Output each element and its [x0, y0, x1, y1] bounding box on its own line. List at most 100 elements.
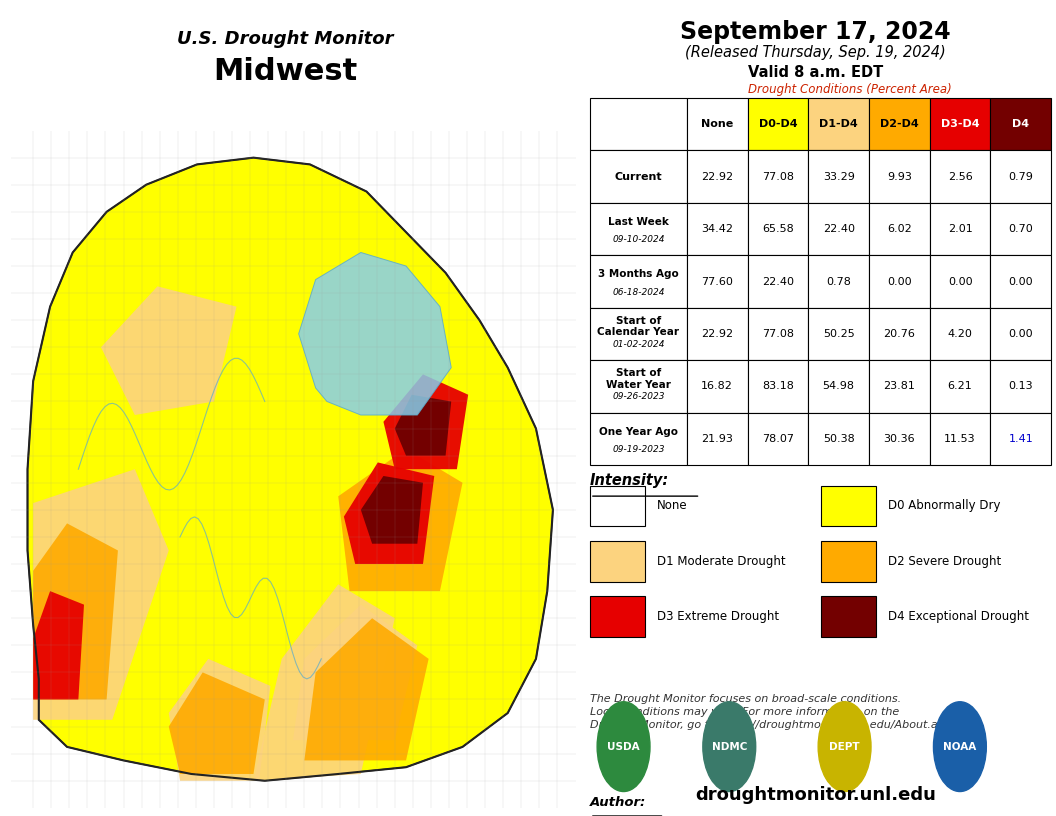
- FancyBboxPatch shape: [590, 308, 686, 360]
- Text: Author:: Author:: [590, 796, 646, 809]
- Polygon shape: [395, 395, 451, 455]
- Text: (Released Thursday, Sep. 19, 2024): (Released Thursday, Sep. 19, 2024): [685, 45, 946, 60]
- Text: DEPT: DEPT: [829, 742, 860, 752]
- Text: 34.42: 34.42: [701, 224, 733, 234]
- Polygon shape: [294, 605, 417, 740]
- FancyBboxPatch shape: [748, 360, 808, 413]
- Text: D0 Abnormally Dry: D0 Abnormally Dry: [888, 499, 1000, 512]
- Circle shape: [818, 702, 871, 792]
- Text: 50.25: 50.25: [823, 329, 854, 339]
- FancyBboxPatch shape: [686, 255, 748, 308]
- Text: None: None: [701, 119, 733, 129]
- Text: D3 Extreme Drought: D3 Extreme Drought: [657, 610, 779, 623]
- Text: None: None: [657, 499, 687, 512]
- Polygon shape: [304, 619, 429, 761]
- FancyBboxPatch shape: [929, 203, 991, 255]
- FancyBboxPatch shape: [590, 150, 686, 203]
- FancyBboxPatch shape: [929, 98, 991, 150]
- FancyBboxPatch shape: [869, 150, 929, 203]
- FancyBboxPatch shape: [590, 486, 645, 526]
- Polygon shape: [33, 523, 118, 699]
- Polygon shape: [169, 659, 270, 781]
- FancyBboxPatch shape: [590, 413, 686, 465]
- Text: Last Week: Last Week: [608, 217, 668, 227]
- Text: 9.93: 9.93: [887, 171, 911, 182]
- Text: 50.38: 50.38: [823, 434, 854, 444]
- Text: 11.53: 11.53: [944, 434, 976, 444]
- FancyBboxPatch shape: [686, 413, 748, 465]
- Text: The Drought Monitor focuses on broad-scale conditions.
Local conditions may vary: The Drought Monitor focuses on broad-sca…: [590, 694, 957, 730]
- FancyBboxPatch shape: [808, 413, 869, 465]
- Circle shape: [597, 702, 650, 792]
- FancyBboxPatch shape: [929, 150, 991, 203]
- FancyBboxPatch shape: [869, 203, 929, 255]
- Text: 0.78: 0.78: [826, 277, 851, 286]
- Text: 30.36: 30.36: [884, 434, 916, 444]
- Text: Start of
Calendar Year: Start of Calendar Year: [598, 316, 679, 338]
- Polygon shape: [338, 449, 463, 591]
- FancyBboxPatch shape: [686, 150, 748, 203]
- FancyBboxPatch shape: [590, 596, 645, 637]
- Text: 23.81: 23.81: [884, 381, 916, 392]
- Text: Drought Conditions (Percent Area): Drought Conditions (Percent Area): [748, 83, 951, 96]
- FancyBboxPatch shape: [869, 413, 929, 465]
- FancyBboxPatch shape: [11, 131, 576, 808]
- Polygon shape: [361, 476, 423, 543]
- FancyBboxPatch shape: [590, 203, 686, 255]
- Text: 3 Months Ago: 3 Months Ago: [598, 269, 679, 279]
- Text: 01-02-2024: 01-02-2024: [612, 340, 664, 349]
- FancyBboxPatch shape: [590, 98, 686, 150]
- Text: 1.41: 1.41: [1008, 434, 1033, 444]
- Text: 09-19-2023: 09-19-2023: [612, 445, 664, 454]
- FancyBboxPatch shape: [808, 98, 869, 150]
- Text: Midwest: Midwest: [213, 57, 357, 86]
- Text: 4.20: 4.20: [947, 329, 973, 339]
- FancyBboxPatch shape: [991, 413, 1051, 465]
- Text: 2.01: 2.01: [947, 224, 973, 234]
- FancyBboxPatch shape: [869, 308, 929, 360]
- Text: 21.93: 21.93: [701, 434, 733, 444]
- FancyBboxPatch shape: [991, 98, 1051, 150]
- Text: 09-26-2023: 09-26-2023: [612, 392, 664, 401]
- Text: 83.18: 83.18: [762, 381, 794, 392]
- Text: D1 Moderate Drought: D1 Moderate Drought: [657, 555, 786, 568]
- FancyBboxPatch shape: [808, 203, 869, 255]
- Text: 0.79: 0.79: [1008, 171, 1033, 182]
- Text: NDMC: NDMC: [712, 742, 747, 752]
- FancyBboxPatch shape: [686, 203, 748, 255]
- FancyBboxPatch shape: [686, 98, 748, 150]
- Text: USDA: USDA: [607, 742, 640, 752]
- FancyBboxPatch shape: [686, 360, 748, 413]
- Text: 06-18-2024: 06-18-2024: [612, 287, 664, 296]
- FancyBboxPatch shape: [748, 413, 808, 465]
- Text: 0.13: 0.13: [1008, 381, 1033, 392]
- Text: 0.00: 0.00: [948, 277, 973, 286]
- Text: 78.07: 78.07: [761, 434, 794, 444]
- Polygon shape: [33, 469, 169, 720]
- Polygon shape: [344, 463, 434, 564]
- Polygon shape: [383, 375, 468, 469]
- Text: 65.58: 65.58: [762, 224, 794, 234]
- Text: D2 Severe Drought: D2 Severe Drought: [888, 555, 1001, 568]
- Text: NOAA: NOAA: [943, 742, 977, 752]
- FancyBboxPatch shape: [929, 255, 991, 308]
- Text: Valid 8 a.m. EDT: Valid 8 a.m. EDT: [748, 65, 884, 80]
- FancyBboxPatch shape: [590, 255, 686, 308]
- FancyBboxPatch shape: [821, 541, 875, 582]
- Polygon shape: [299, 252, 451, 415]
- Text: 20.76: 20.76: [884, 329, 916, 339]
- FancyBboxPatch shape: [821, 596, 875, 637]
- FancyBboxPatch shape: [869, 98, 929, 150]
- Polygon shape: [33, 591, 84, 699]
- Polygon shape: [27, 157, 553, 781]
- Text: 0.00: 0.00: [1008, 277, 1033, 286]
- FancyBboxPatch shape: [808, 308, 869, 360]
- FancyBboxPatch shape: [808, 150, 869, 203]
- FancyBboxPatch shape: [869, 360, 929, 413]
- Text: 16.82: 16.82: [701, 381, 733, 392]
- Text: Current: Current: [615, 171, 662, 182]
- Text: 6.02: 6.02: [887, 224, 911, 234]
- Text: 22.40: 22.40: [823, 224, 854, 234]
- Text: D4: D4: [1013, 119, 1030, 129]
- FancyBboxPatch shape: [929, 413, 991, 465]
